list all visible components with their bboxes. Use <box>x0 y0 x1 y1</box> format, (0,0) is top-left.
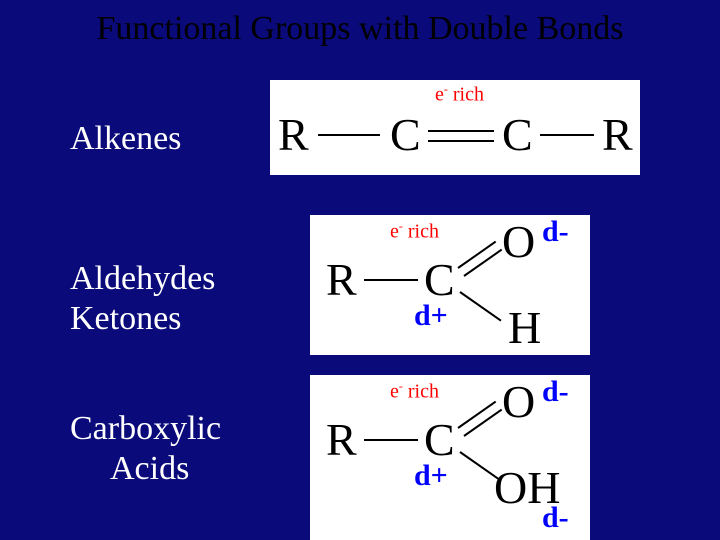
aldehyde-e-rich-e: e <box>390 221 399 243</box>
ketones-label-text: Ketones <box>70 300 181 337</box>
carboxylic-delta-minus-O: d- <box>542 375 569 409</box>
carboxylic-O: O <box>502 375 535 428</box>
aldehydes-label-text: Aldehydes <box>70 260 215 297</box>
aldehyde-R: R <box>326 253 357 306</box>
carboxylic-e-rich-suffix: rich <box>403 381 439 403</box>
alkene-C-right: C <box>502 108 533 161</box>
alkenes-label-text: Alkenes <box>70 120 181 157</box>
aldehyde-delta-plus: d+ <box>414 299 448 333</box>
aldehyde-bond-CO-2 <box>463 249 502 277</box>
alkene-bond-R-C-left <box>318 134 380 136</box>
alkene-R-left: R <box>278 108 309 161</box>
alkene-bond-C-R-right <box>540 134 594 136</box>
carboxylic-bond-CO-2 <box>463 409 502 437</box>
aldehyde-e-rich-suffix: rich <box>403 221 439 243</box>
aldehyde-O: O <box>502 215 535 268</box>
aldehyde-bond-R-C <box>364 279 418 281</box>
aldehyde-structure: e- rich R C O H d+ d- <box>310 215 590 355</box>
acids-label: Acids <box>110 450 189 488</box>
slide-root: Functional Groups with Double Bonds Alke… <box>0 0 720 540</box>
alkene-C-left: C <box>390 108 421 161</box>
alkene-e-rich-suffix: rich <box>448 84 484 106</box>
aldehyde-e-rich: e- rich <box>390 219 439 244</box>
carboxylic-e-rich-e: e <box>390 381 399 403</box>
carboxylic-structure: e- rich R C O OH d+ d- d- <box>310 375 590 540</box>
carboxylic-e-rich: e- rich <box>390 379 439 404</box>
aldehyde-H: H <box>508 301 541 354</box>
carboxylic-label: Carboxylic <box>70 410 221 448</box>
carboxylic-delta-minus-OH: d- <box>542 501 569 535</box>
ketones-label: Ketones <box>70 300 181 338</box>
aldehydes-label: Aldehydes <box>70 260 215 298</box>
alkene-e-rich-e: e <box>435 84 444 106</box>
carboxylic-bond-R-C <box>364 439 418 441</box>
aldehyde-delta-minus-O: d- <box>542 215 569 249</box>
alkene-structure: e- rich R C C R <box>270 80 640 175</box>
alkene-bond-CC-top <box>428 130 494 132</box>
alkenes-label: Alkenes <box>70 120 181 158</box>
aldehyde-bond-CH <box>459 291 501 321</box>
acids-label-text: Acids <box>110 450 189 487</box>
alkene-bond-CC-bot <box>428 140 494 142</box>
slide-title: Functional Groups with Double Bonds <box>0 10 720 48</box>
carboxylic-label-text: Carboxylic <box>70 410 221 447</box>
carboxylic-delta-plus: d+ <box>414 459 448 493</box>
carboxylic-R: R <box>326 413 357 466</box>
alkene-R-right: R <box>602 108 633 161</box>
alkene-e-rich: e- rich <box>435 82 484 107</box>
